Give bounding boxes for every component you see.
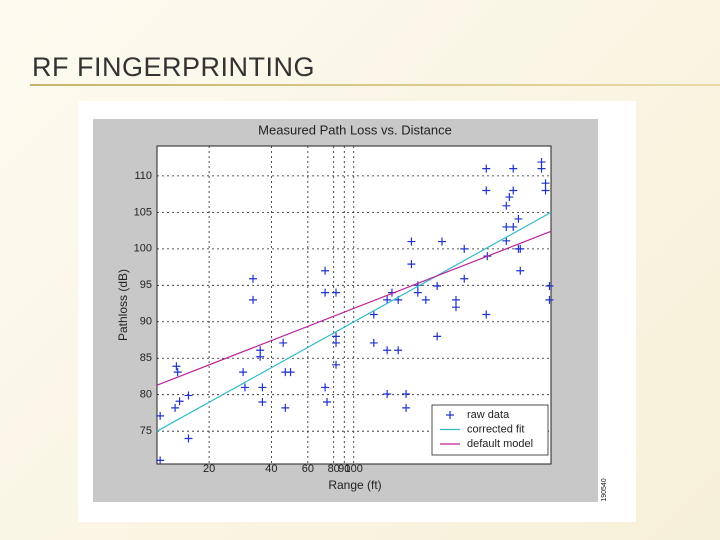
data-point — [171, 403, 180, 412]
x-tick-label: 20 — [203, 463, 215, 475]
data-point — [156, 456, 165, 465]
data-point — [502, 236, 511, 245]
data-point — [383, 346, 392, 355]
data-point — [482, 310, 491, 319]
x-tick-label: 80 — [328, 463, 340, 475]
data-point — [407, 260, 416, 269]
y-tick-label: 110 — [134, 170, 152, 182]
data-point — [482, 186, 491, 195]
data-point — [394, 346, 403, 355]
data-point — [451, 303, 460, 312]
data-point — [402, 403, 411, 412]
data-point — [545, 282, 554, 291]
legend-label: corrected fit — [467, 423, 524, 435]
data-point — [332, 288, 341, 297]
data-point — [156, 411, 165, 420]
x-axis-label: Range (ft) — [328, 478, 381, 492]
data-point — [172, 362, 181, 371]
data-point — [421, 295, 430, 304]
figure-id: 190540 — [601, 478, 608, 501]
data-point — [460, 274, 469, 283]
data-point — [402, 389, 411, 398]
data-point — [321, 266, 330, 275]
slide-title: RF FINGERPRINTING — [32, 52, 315, 82]
data-point — [321, 288, 330, 297]
data-point — [516, 266, 525, 275]
x-tick-label: 90 — [338, 463, 350, 475]
data-point — [482, 164, 491, 173]
data-point — [249, 295, 258, 304]
x-tick-label: 40 — [265, 463, 277, 475]
legend-label: raw data — [467, 409, 510, 421]
data-point — [433, 282, 442, 291]
data-point — [537, 164, 546, 173]
data-point — [509, 164, 518, 173]
data-point — [502, 201, 511, 210]
data-point — [541, 186, 550, 195]
data-point — [433, 332, 442, 341]
data-point — [240, 383, 249, 392]
data-point — [407, 237, 416, 246]
data-point — [505, 193, 514, 202]
data-point — [509, 186, 518, 195]
data-point — [239, 368, 248, 377]
data-point — [369, 310, 378, 319]
data-point — [514, 214, 523, 223]
data-point — [545, 295, 554, 304]
chart-title: Measured Path Loss vs. Distance — [258, 122, 452, 137]
x-tick-label: 100 — [345, 463, 363, 475]
data-point — [258, 383, 267, 392]
data-point — [332, 338, 341, 347]
data-point — [321, 383, 330, 392]
data-point — [383, 389, 392, 398]
data-point — [258, 398, 267, 407]
data-point — [184, 391, 193, 400]
data-point — [175, 397, 184, 406]
fit-line — [156, 230, 552, 386]
data-point — [369, 338, 378, 347]
y-tick-label: 105 — [134, 206, 152, 218]
data-point — [541, 179, 550, 188]
x-tick-label: 60 — [302, 463, 314, 475]
y-tick-label: 90 — [140, 316, 152, 328]
fit-line — [156, 211, 552, 432]
data-point — [509, 222, 518, 231]
y-tick-label: 95 — [140, 279, 152, 291]
legend-label: default model — [467, 438, 533, 450]
data-point — [281, 403, 290, 412]
title-rule — [30, 84, 720, 86]
data-point — [249, 274, 258, 283]
data-point — [451, 295, 460, 304]
data-point — [323, 398, 332, 407]
data-point — [332, 360, 341, 369]
data-point — [383, 295, 392, 304]
data-point — [516, 244, 525, 253]
data-point — [279, 338, 288, 347]
y-tick-label: 80 — [140, 389, 152, 401]
data-point — [502, 222, 511, 231]
y-tick-label: 85 — [140, 352, 152, 364]
data-point — [184, 434, 193, 443]
y-axis-label: Pathloss (dB) — [116, 269, 130, 341]
data-point — [460, 244, 469, 253]
y-tick-label: 75 — [140, 425, 152, 437]
data-point — [173, 368, 182, 377]
data-point — [413, 288, 422, 297]
legend-symbol — [446, 411, 454, 419]
data-point — [286, 368, 295, 377]
y-tick-label: 100 — [134, 243, 152, 255]
data-point — [437, 237, 446, 246]
data-point — [256, 352, 265, 361]
